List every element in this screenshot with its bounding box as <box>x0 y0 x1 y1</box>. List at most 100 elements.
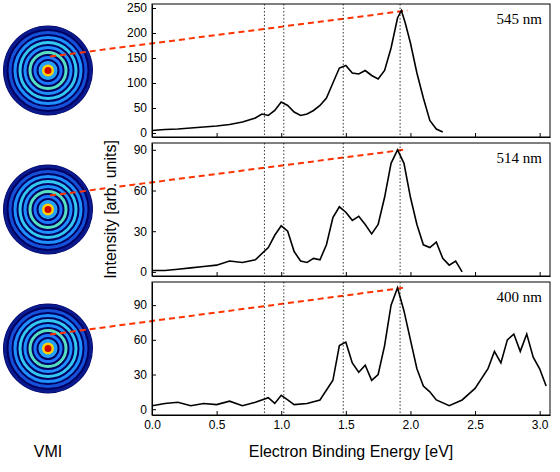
vmi-ring <box>30 331 66 367</box>
x-tick-mark <box>217 272 218 276</box>
x-tick-label: 1.0 <box>273 418 290 432</box>
x-tick <box>281 133 282 137</box>
spectrum-line <box>152 150 462 272</box>
vmi-ring <box>40 63 56 79</box>
spectrum-line <box>152 11 443 133</box>
vmi-center <box>45 206 52 213</box>
leader-line <box>50 288 404 335</box>
x-tick-mark <box>410 133 411 137</box>
plot-frame <box>152 143 550 276</box>
vmi-background <box>3 304 93 394</box>
y-tick-label: 200 <box>127 26 147 40</box>
vmi-ring <box>10 311 86 387</box>
y-tick-mark <box>152 375 156 376</box>
x-axis-line <box>153 137 551 138</box>
vmi-ring <box>30 192 66 228</box>
x-tick: 0.5 <box>209 411 226 432</box>
vmi-center-ring <box>42 204 54 216</box>
spectrum-line <box>152 288 546 406</box>
vmi-column <box>3 26 93 394</box>
y-tick-label: 90 <box>134 298 148 312</box>
x-tick-mark <box>540 133 541 137</box>
leader-lines <box>50 11 407 335</box>
y-tick: 60 <box>134 184 156 198</box>
y-tick: 100 <box>127 76 156 90</box>
x-tick <box>346 133 347 137</box>
plot-area <box>152 282 546 415</box>
vmi-ring <box>5 306 91 392</box>
x-axis <box>153 272 551 277</box>
vmi-ring <box>30 53 66 89</box>
y-tick-mark <box>152 191 156 192</box>
x-tick <box>410 272 411 276</box>
plot-frame <box>152 4 550 137</box>
reference-line <box>400 143 401 276</box>
x-tick-label: 0.0 <box>144 418 161 432</box>
y-tick: 90 <box>134 298 156 312</box>
y-tick-mark <box>152 305 156 306</box>
x-axis-title: Electron Binding Energy [eV] <box>249 443 454 460</box>
y-tick-mark <box>152 58 156 59</box>
x-axis: 0.00.51.01.52.02.53.0 <box>144 411 550 432</box>
y-tick-mark <box>152 150 156 151</box>
leader-line <box>50 11 407 57</box>
x-axis-line <box>153 276 551 277</box>
x-tick-mark <box>346 133 347 137</box>
x-tick-mark <box>346 272 347 276</box>
x-tick-mark <box>281 133 282 137</box>
vmi-ring <box>40 202 56 218</box>
panel: 050100150200250 <box>127 1 551 140</box>
vmi-ring <box>10 33 86 109</box>
x-tick-label: 1.5 <box>338 418 355 432</box>
vmi-ring <box>35 336 61 362</box>
x-tick-mark <box>475 411 476 415</box>
reference-line <box>264 143 265 276</box>
y-tick-mark <box>152 33 156 34</box>
reference-line <box>343 4 344 137</box>
x-tick-mark <box>475 133 476 137</box>
plot-frame <box>152 282 550 415</box>
y-tick: 0 <box>140 265 156 279</box>
vmi-inner <box>39 201 57 219</box>
y-tick-mark <box>152 8 156 9</box>
vmi-ring <box>15 177 81 243</box>
panel: 0306090 <box>134 143 551 279</box>
plot-area <box>152 4 443 137</box>
x-tick: 1.5 <box>338 411 355 432</box>
panel-label: 514 nm <box>497 150 543 166</box>
y-axis-title: Intensity [arb. units] <box>102 140 119 279</box>
x-tick-mark <box>540 411 541 415</box>
y-axis-line <box>152 283 153 416</box>
x-tick-label: 0.5 <box>209 418 226 432</box>
vmi-ring <box>20 321 76 377</box>
vmi-center-ring <box>42 65 54 77</box>
vmi-image <box>3 26 93 116</box>
y-tick-label: 60 <box>134 184 148 198</box>
vmi-ring <box>10 172 86 248</box>
vmi-background <box>3 165 93 255</box>
vmi-inner <box>39 62 57 80</box>
reference-line <box>400 282 401 415</box>
vmi-image <box>3 165 93 255</box>
x-tick-mark <box>281 272 282 276</box>
plot-area <box>152 143 462 276</box>
vmi-ring <box>5 28 91 114</box>
vmi-inner <box>39 340 57 358</box>
reference-line <box>264 4 265 137</box>
panels: 05010015020025003060900.00.51.01.52.02.5… <box>127 1 551 431</box>
panel-label: 400 nm <box>497 289 543 305</box>
reference-line <box>400 4 401 137</box>
y-axis-line <box>152 5 153 138</box>
x-tick <box>540 133 541 137</box>
y-tick: 250 <box>127 1 156 15</box>
y-tick: 90 <box>134 143 156 157</box>
vmi-background <box>3 26 93 116</box>
vmi-image <box>3 304 93 394</box>
x-axis <box>153 133 551 138</box>
vmi-center <box>45 345 52 352</box>
panel: 0.00.51.01.52.02.53.00306090 <box>134 282 551 432</box>
vmi-ring <box>15 316 81 382</box>
y-tick-label: 30 <box>134 368 148 382</box>
vmi-ring <box>35 58 61 84</box>
x-tick-mark <box>217 133 218 137</box>
